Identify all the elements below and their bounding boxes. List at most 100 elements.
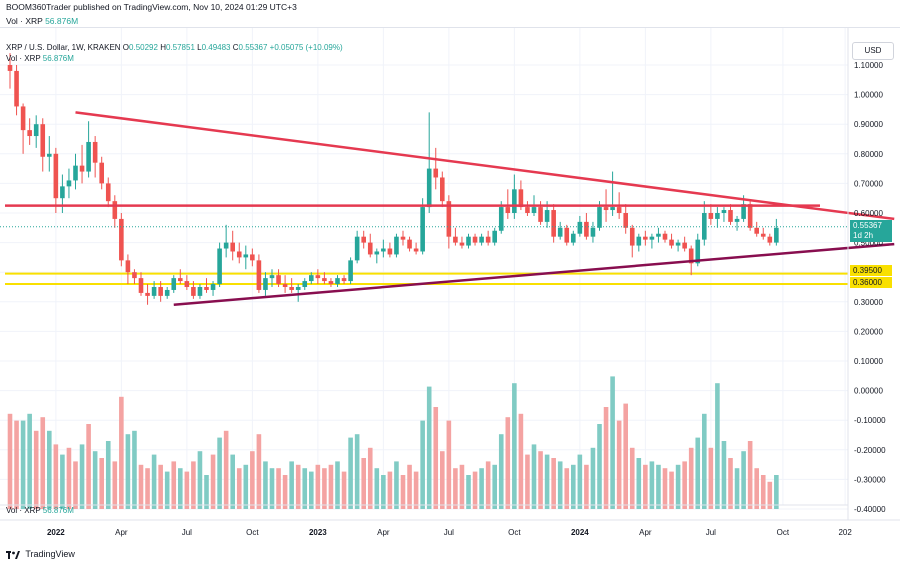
volume-bar <box>479 468 484 509</box>
candle-body <box>112 201 118 219</box>
volume-bar <box>741 451 746 509</box>
volume-pane-legend: Vol · XRP 56.876M <box>6 506 74 515</box>
candle-body <box>171 278 177 290</box>
volume-header-label: Vol · XRP <box>6 16 43 26</box>
volume-bar <box>577 454 583 509</box>
volume-bar <box>328 464 334 509</box>
time-tick-label: Apr <box>115 528 128 537</box>
candle-body <box>66 180 72 187</box>
candle-body <box>407 239 412 249</box>
volume-bars <box>7 376 779 509</box>
volume-bar <box>335 461 340 509</box>
candle-body <box>250 254 255 261</box>
volume-bar <box>282 475 288 509</box>
candle-body <box>99 162 104 184</box>
candle-body <box>426 168 432 208</box>
candle-body <box>178 278 183 282</box>
candle-body <box>420 207 425 252</box>
volume-bar <box>407 464 412 509</box>
volume-bar <box>263 461 268 509</box>
volume-bar <box>459 464 465 509</box>
candle-body <box>322 278 327 282</box>
volume-bar <box>230 454 235 509</box>
volume-bar <box>92 451 98 509</box>
candle-body <box>243 254 249 258</box>
candle-body <box>151 287 157 296</box>
tradingview-logo-icon <box>6 550 20 559</box>
candle-body <box>184 281 190 287</box>
candle-body <box>557 227 563 237</box>
volume-bar <box>721 441 727 509</box>
candle-body <box>695 239 701 264</box>
candle-body <box>610 207 615 211</box>
volume-bar <box>302 468 308 509</box>
candle-body <box>191 287 196 296</box>
volume-bar <box>760 475 766 509</box>
candle-body <box>662 233 668 240</box>
candle-body <box>20 106 26 131</box>
price-tick-label: -0.10000 <box>854 416 886 425</box>
volume-bar <box>656 464 661 509</box>
candle-body <box>341 278 347 282</box>
volume-bar <box>125 434 131 509</box>
time-tick-label: Oct <box>508 528 521 537</box>
candle-body <box>734 218 740 222</box>
candle-body <box>328 281 334 285</box>
volume-header: Vol · XRP 56.876M <box>0 14 900 28</box>
high-value: 0.57851 <box>165 43 195 52</box>
volume-bar <box>426 386 432 509</box>
volume-bar <box>629 447 635 509</box>
volume-bar <box>236 468 242 509</box>
candle-body <box>27 130 32 137</box>
volume-bar <box>754 468 759 509</box>
candle-body <box>728 210 733 222</box>
price-tick-label: 0.90000 <box>854 120 883 129</box>
volume-bar <box>204 475 209 509</box>
volume-bar <box>420 420 425 509</box>
candle-body <box>315 275 321 279</box>
candle-body <box>400 236 406 240</box>
volume-bar <box>53 444 59 509</box>
candle-body <box>53 153 59 199</box>
candle-body <box>459 242 465 246</box>
volume-bar <box>453 468 458 509</box>
volume-bar <box>623 403 628 509</box>
volume-bar <box>688 447 694 509</box>
candle-body <box>479 236 484 243</box>
volume-bar <box>105 441 111 509</box>
open-value: 0.50292 <box>129 43 158 52</box>
volume-bar <box>164 471 170 509</box>
symbol-label[interactable]: XRP / U.S. Dollar, 1W, KRAKEN <box>6 43 121 52</box>
candle-body <box>544 210 550 222</box>
candle-body <box>656 233 661 237</box>
candle-body <box>276 275 281 285</box>
candle-body <box>86 141 91 172</box>
currency-button[interactable]: USD <box>852 42 894 60</box>
candle-body <box>105 183 111 202</box>
candle-body <box>590 227 596 237</box>
time-axis: 2022 Apr Jul Oct 2023 Apr Jul Oct 2024 Apr Jul Oct 2… <box>47 528 852 537</box>
volume-bar <box>315 464 321 509</box>
volume-bar <box>518 413 524 509</box>
candle-body <box>256 260 262 290</box>
candle-body <box>603 207 609 211</box>
price-tick-label: -0.30000 <box>854 475 886 484</box>
volume-bar <box>662 468 668 509</box>
candle-body <box>446 201 452 237</box>
candle-body <box>367 242 373 255</box>
candle-body <box>204 287 209 290</box>
footer-branding: TradingView <box>0 545 900 563</box>
volume-bar <box>571 464 576 509</box>
volume-bar <box>20 420 26 509</box>
candle-body <box>760 233 766 237</box>
candle-body <box>302 281 308 287</box>
price-tick-label: 0.00000 <box>854 387 883 396</box>
volume-bar <box>295 464 301 509</box>
candle-body <box>564 227 570 243</box>
volume-bar <box>158 464 163 509</box>
candle-body <box>7 65 13 71</box>
volume-bar <box>492 464 497 509</box>
volume-bar <box>387 471 393 509</box>
time-tick-label: Jul <box>182 528 192 537</box>
